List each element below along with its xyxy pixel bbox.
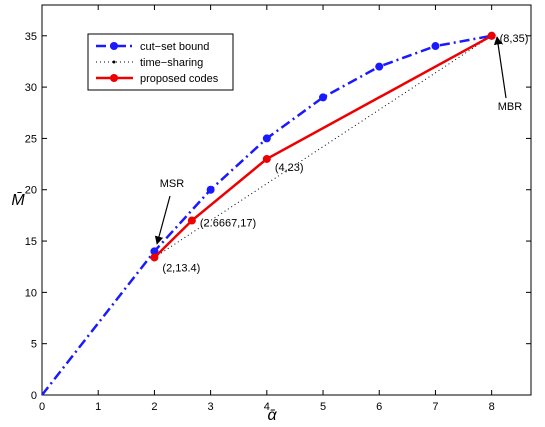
annotation-label: MBR: [498, 101, 523, 113]
x-tick-label: 8: [489, 401, 495, 413]
axes: 0 1 2 3 4 5 6 7 8 0 5 10 15 20 25 30 35: [25, 4, 532, 413]
data-label: (4,23): [275, 162, 304, 174]
data-point: [375, 62, 384, 71]
data-point: [187, 216, 196, 225]
data-point: [262, 154, 271, 163]
legend-label: time−sharing: [140, 57, 203, 69]
legend-marker: [112, 60, 116, 64]
data-label: (8,35): [500, 33, 529, 45]
legend-label: cut−set bound: [140, 41, 209, 53]
data-point: [431, 42, 440, 51]
y-tick-label: 25: [25, 133, 37, 145]
annotation-arrow: [493, 36, 507, 99]
x-tick-label: 1: [95, 401, 101, 413]
data-point: [487, 31, 496, 40]
series-proposed-codes: [150, 31, 496, 262]
data-point: [206, 185, 215, 194]
y-tick-label: 30: [25, 82, 37, 94]
series-line: [154, 35, 492, 258]
data-point: [150, 247, 159, 256]
series-line: [41, 34, 492, 396]
data-point: [150, 253, 159, 262]
legend: cut−set bound time−sharing proposed codes: [87, 33, 234, 91]
annotation-label: MSR: [160, 178, 185, 190]
y-tick-label: 5: [31, 339, 37, 351]
data-point: [319, 93, 328, 102]
x-tick-label: 5: [320, 401, 326, 413]
series-line: [153, 34, 493, 259]
data-label: (2,13.4): [162, 262, 200, 274]
legend-label: proposed codes: [140, 73, 219, 85]
annotation-arrow: [154, 195, 171, 245]
x-axis-label: ᾱ: [267, 407, 277, 424]
legend-marker: [110, 42, 118, 50]
y-tick-label: 10: [25, 287, 37, 299]
plot-series: [41, 31, 496, 396]
data-labels: (2,13.4) (2.6667,17) (4,23) (8,35) MSR MBR: [154, 33, 529, 274]
y-axis-label: M̄: [11, 192, 25, 209]
y-tick-label: 20: [25, 185, 37, 197]
y-tick-label: 15: [25, 236, 37, 248]
data-label: (2.6667,17): [200, 218, 256, 230]
data-point: [262, 134, 271, 143]
legend-marker: [110, 74, 118, 82]
x-tick-label: 7: [432, 401, 438, 413]
x-tick-label: 3: [208, 401, 214, 413]
x-tick-label: 0: [39, 401, 45, 413]
y-tick-label: 35: [25, 31, 37, 43]
x-tick-label: 2: [151, 401, 157, 413]
plot-frame: [41, 4, 532, 396]
y-tick-label: 0: [31, 390, 37, 402]
x-tick-label: 4: [264, 401, 270, 413]
x-tick-label: 6: [376, 401, 382, 413]
